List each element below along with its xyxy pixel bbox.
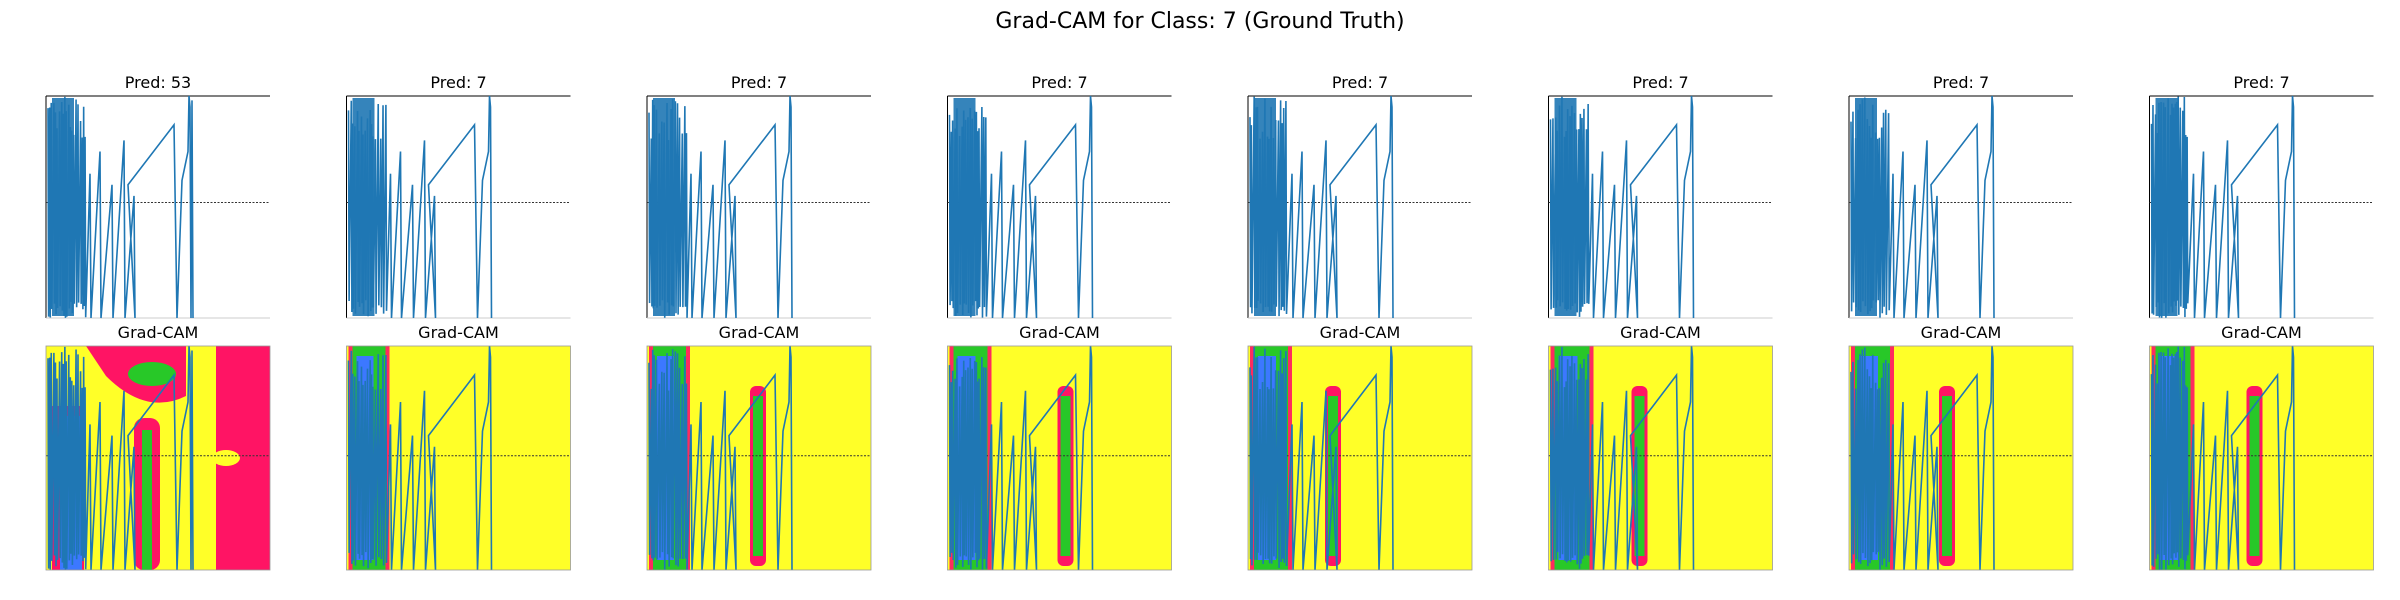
heatmap-region — [1634, 396, 1645, 556]
gradcam-panel: Grad-CAM — [1548, 323, 1773, 571]
panel-title: Pred: 7 — [1632, 73, 1688, 92]
signal-panel: Pred: 7 — [2149, 73, 2374, 319]
signal-panel: Pred: 7 — [1848, 73, 2073, 319]
signal-trace-overlay — [1549, 345, 1695, 571]
gradcam-title: Grad-CAM — [1320, 323, 1401, 342]
gradcam-title: Grad-CAM — [1620, 323, 1701, 342]
heatmap-region — [142, 430, 152, 570]
signal-panel: Pred: 7 — [646, 73, 871, 319]
panel-title: Pred: 7 — [731, 73, 787, 92]
signal-trace-overlay — [1850, 345, 1995, 571]
heatmap-frame — [346, 345, 571, 571]
signal-trace — [1549, 95, 1695, 319]
gradcam-panel: Grad-CAM — [646, 323, 872, 571]
gradcam-title: Grad-CAM — [2221, 323, 2302, 342]
heatmap-frame — [2149, 345, 2374, 571]
signal-panel: Pred: 7 — [1548, 73, 1773, 319]
heatmap-region — [128, 362, 176, 386]
panel-title: Pred: 7 — [2233, 73, 2289, 92]
heatmap-region — [1328, 396, 1338, 556]
heatmap-frame — [646, 345, 872, 571]
signal-trace-overlay — [948, 345, 1094, 571]
signal-trace — [2150, 95, 2296, 319]
gradcam-title: Grad-CAM — [1019, 323, 1100, 342]
signal-trace-overlay — [648, 345, 793, 571]
heatmap-frame — [1548, 345, 1773, 571]
panel-title: Pred: 7 — [1031, 73, 1087, 92]
heatmap-region — [1942, 396, 1952, 556]
gradcam-panel: Grad-CAM — [2149, 323, 2374, 571]
signal-trace-overlay — [2150, 345, 2296, 571]
panel-title: Pred: 53 — [125, 73, 191, 92]
gradcam-title: Grad-CAM — [118, 323, 199, 342]
gradcam-panel: Grad-CAM — [45, 323, 271, 571]
figure-title: Grad-CAM for Class: 7 (Ground Truth) — [995, 9, 1404, 34]
gradcam-title: Grad-CAM — [719, 323, 800, 342]
gradcam-panel: Grad-CAM — [947, 323, 1172, 571]
panel-title: Pred: 7 — [430, 73, 486, 92]
signal-panel: Pred: 7 — [947, 73, 1172, 319]
panel-title: Pred: 7 — [1332, 73, 1388, 92]
heatmap-region — [753, 396, 763, 556]
heatmap-region — [1060, 396, 1071, 556]
signal-panel: Pred: 7 — [346, 73, 571, 319]
signal-trace — [1850, 95, 1995, 319]
panel-title: Pred: 7 — [1933, 73, 1989, 92]
heatmap-frame — [1247, 345, 1473, 571]
gradcam-panel: Grad-CAM — [1247, 323, 1473, 571]
signal-trace — [948, 95, 1094, 319]
signal-trace-overlay — [47, 345, 194, 571]
heatmap-frame — [947, 345, 1172, 571]
signal-panel: Pred: 7 — [1247, 73, 1472, 319]
signal-trace — [648, 95, 793, 319]
gradcam-panel: Grad-CAM — [346, 323, 571, 571]
gradcam-panel: Grad-CAM — [1848, 323, 2074, 571]
signal-trace — [47, 95, 194, 319]
heatmap-region — [2249, 396, 2260, 556]
signal-trace-overlay — [347, 345, 493, 571]
signal-panel: Pred: 53 — [45, 73, 270, 319]
panels: Pred: 53 Grad-CAM Pred: 7 Grad-CAM Pred: 7 Gr… — [45, 73, 2374, 571]
signal-trace-overlay — [1249, 345, 1394, 571]
heatmap-frame — [45, 345, 271, 571]
gradcam-title: Grad-CAM — [1921, 323, 2002, 342]
signal-trace — [347, 95, 493, 319]
signal-trace — [1249, 95, 1394, 319]
heatmap-region — [212, 450, 240, 466]
heatmap-frame — [1848, 345, 2074, 571]
gradcam-title: Grad-CAM — [418, 323, 499, 342]
